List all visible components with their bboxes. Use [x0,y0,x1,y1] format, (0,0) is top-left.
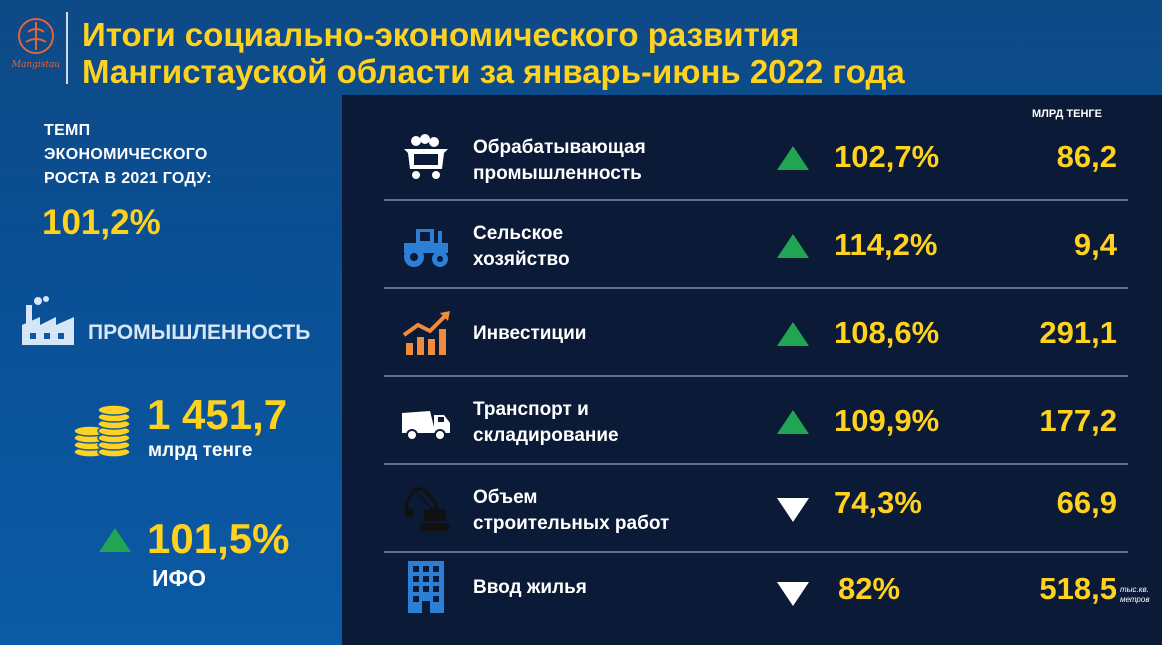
title-line-2: Мангистауской области за январь-июнь 202… [82,53,905,90]
tractor-icon [404,229,448,267]
header: Mangistau Итоги социально-экономического… [0,0,1162,95]
coins-icon [73,404,131,458]
growth-rate-label-line-1: ТЕМП [44,122,91,139]
indicator-percent: 109,9% [834,403,940,438]
growth-chart-icon [402,311,450,355]
indicator-label-line-1: Транспорт и [473,399,589,420]
indicator-label-line-2: промышленность [473,163,642,184]
indicator-percent: 114,2% [834,227,938,262]
indicator-percent: 102,7% [834,139,940,174]
up-arrow-icon [777,146,809,170]
indicator-label: Инвестиции [473,321,733,347]
indicator-row: Объем строительных работ 74,3% 66,9 [384,465,1128,553]
growth-rate-label: ТЕМП ЭКОНОМИЧЕСКОГО РОСТА В 2021 ГОДУ: [44,119,212,191]
indicator-value: 518,5 [1039,571,1117,606]
indicator-label-line-1: Инвестиции [473,323,587,344]
indicator-label-line-1: Ввод жилья [473,577,587,598]
growth-rate-value: 101,2% [42,203,161,242]
mine-cart-icon [404,134,448,179]
indicator-label-line-1: Сельское [473,223,564,244]
logo-divider [66,12,68,84]
indicator-label-line-1: Обрабатывающая [473,137,646,158]
row-divider [384,463,1128,465]
down-arrow-icon [777,582,809,606]
logo-text: Mangistau [11,60,61,70]
logo-emblem-icon [18,18,54,54]
industry-value: 1 451,7 [147,391,288,438]
indicator-percent: 74,3% [834,485,922,520]
indicator-row: Инвестиции 108,6% 291,1 [384,289,1128,377]
indicator-value: 66,9 [1056,485,1117,520]
row-divider [384,375,1128,377]
building-icon [408,561,444,613]
industry-label: ПРОМЫШЛЕННОСТЬ [88,321,311,344]
indicator-percent: 108,6% [834,315,940,350]
indicator-value: 291,1 [1039,315,1117,350]
indicator-value: 9,4 [1073,227,1117,262]
growth-rate-label-line-3: РОСТА В 2021 ГОДУ: [44,170,212,187]
down-arrow-icon [777,498,809,522]
indicator-label: Ввод жилья [473,575,733,601]
growth-rate-label-line-2: ЭКОНОМИЧЕСКОГО [44,146,208,163]
up-arrow-icon [777,410,809,434]
excavator-icon [404,487,450,531]
indicator-row: Ввод жилья 82% 518,5 [384,553,1128,641]
indicator-percent: 82% [838,571,901,606]
indicator-label-line-2: хозяйство [473,249,570,270]
factory-icon [22,296,74,345]
row-divider [384,287,1128,289]
indicator-label-line-1: Объем [473,487,538,508]
indicator-row: Транспорт и складирование 109,9% 177,2 [384,377,1128,465]
housing-unit-line-2: метров [1120,595,1150,604]
title-line-1: Итоги социально-экономического развития [82,16,800,53]
up-arrow-icon [777,234,809,258]
indicator-row: Сельское хозяйство 114,2% 9,4 [384,201,1128,289]
up-arrow-icon [777,322,809,346]
up-arrow-icon [99,528,131,552]
indicator-label: Транспорт и складирование [473,397,733,449]
row-divider [384,199,1128,201]
truck-icon [402,411,450,441]
indicator-label: Обрабатывающая промышленность [473,135,733,187]
unit-label: МЛРД ТЕНГЕ [1032,108,1102,120]
indicator-value: 177,2 [1039,403,1117,438]
left-summary: ТЕМП ЭКОНОМИЧЕСКОГО РОСТА В 2021 ГОДУ: 1… [0,95,342,645]
ifo-value: 101,5% [147,515,290,562]
page-title: Итоги социально-экономического развития … [82,16,1142,90]
indicator-row: Обрабатывающая промышленность 102,7% 86,… [384,113,1128,201]
indicator-value: 86,2 [1056,139,1117,174]
indicators-panel: МЛРД ТЕНГЕ Обрабатывающая промышленность… [342,95,1162,645]
indicator-label-line-2: складирование [473,425,619,446]
industry-unit: млрд тенге [148,440,253,461]
housing-unit-line-1: тыс.кв. [1120,585,1149,594]
housing-unit-note: тыс.кв. метров [1120,585,1150,605]
indicator-label: Сельское хозяйство [473,221,733,273]
region-logo: Mangistau [10,14,62,74]
row-divider [384,551,1128,553]
ifo-label: ИФО [152,565,207,591]
indicator-label-line-2: строительных работ [473,513,670,534]
indicator-label: Объем строительных работ [473,485,733,537]
